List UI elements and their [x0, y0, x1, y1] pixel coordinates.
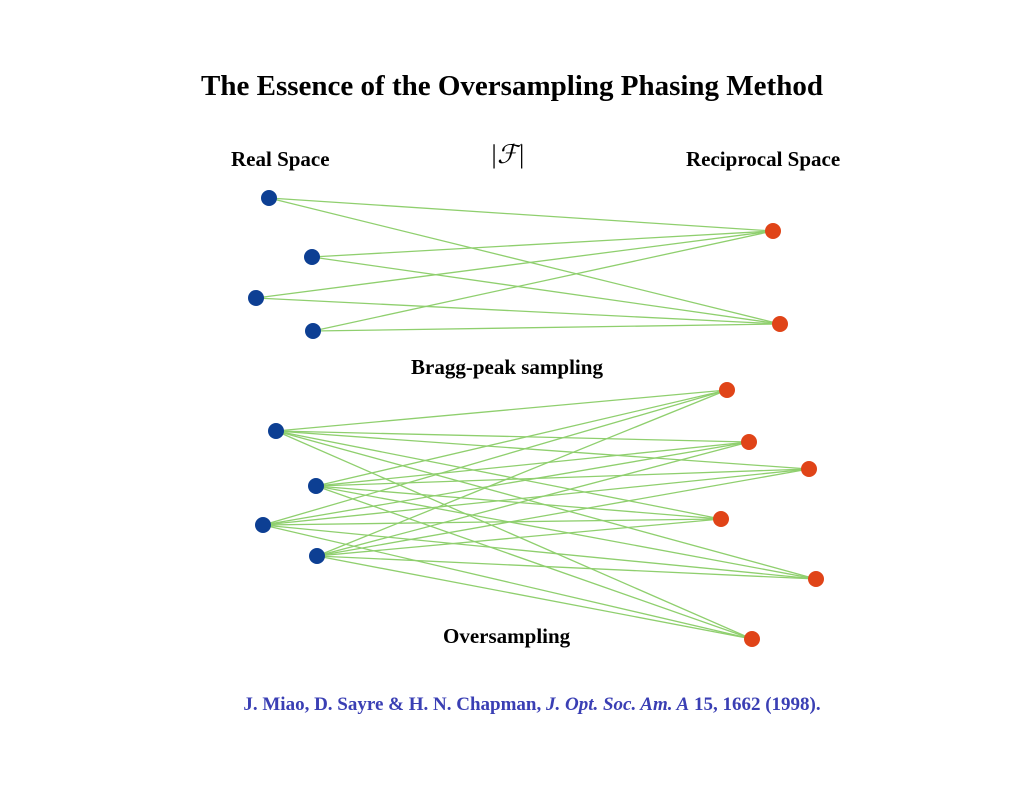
edge — [262, 518, 722, 526]
edge — [275, 430, 753, 640]
edge — [311, 230, 774, 258]
citation-details: 15, 1662 (1998). — [693, 694, 821, 715]
edge — [316, 389, 728, 557]
edge — [262, 468, 810, 526]
reciprocal-space-label: Reciprocal Space — [686, 147, 841, 171]
fourier-magnitude-symbol: |ℱ| — [490, 140, 525, 169]
reciprocal-space-node — [744, 631, 760, 647]
oversampling-diagram — [255, 382, 824, 647]
edge — [255, 230, 774, 299]
page-title: The Essence of the Oversampling Phasing … — [201, 70, 823, 102]
real-space-node — [255, 517, 271, 533]
reciprocal-space-node — [808, 571, 824, 587]
oversampling-label: Oversampling — [443, 624, 571, 648]
citation-authors: J. Miao, D. Sayre & H. N. Chapman, — [243, 694, 542, 715]
edge — [275, 430, 810, 470]
real-space-node — [268, 423, 284, 439]
bragg-peak-sampling-diagram — [248, 190, 788, 339]
edge — [312, 323, 781, 332]
edge — [315, 441, 750, 487]
real-space-node — [308, 478, 324, 494]
edge — [262, 441, 750, 526]
edge — [315, 485, 753, 640]
real-space-node — [261, 190, 277, 206]
edge — [315, 485, 817, 580]
edge — [262, 524, 817, 580]
edge — [316, 441, 750, 557]
bragg-peak-sampling-label: Bragg-peak sampling — [411, 355, 603, 379]
real-space-node — [304, 249, 320, 265]
edge — [275, 389, 728, 432]
real-space-node — [309, 548, 325, 564]
edge — [262, 389, 728, 526]
edge — [275, 430, 750, 443]
real-space-node — [305, 323, 321, 339]
edge — [255, 297, 781, 325]
edge — [311, 256, 781, 325]
reciprocal-space-node — [719, 382, 735, 398]
edge — [315, 389, 728, 487]
edge — [262, 524, 753, 640]
reciprocal-space-node — [772, 316, 788, 332]
edge — [315, 468, 810, 487]
real-space-node — [248, 290, 264, 306]
reciprocal-space-node — [801, 461, 817, 477]
edge — [316, 555, 753, 640]
reciprocal-space-node — [765, 223, 781, 239]
reciprocal-space-node — [741, 434, 757, 450]
edge — [316, 468, 810, 557]
reciprocal-space-node — [713, 511, 729, 527]
citation-journal: J. Opt. Soc. Am. A — [545, 694, 690, 715]
edge — [268, 197, 781, 325]
edge — [312, 230, 774, 332]
edge — [268, 197, 774, 232]
edge — [275, 430, 722, 520]
real-space-label: Real Space — [231, 147, 330, 171]
citation: J. Miao, D. Sayre & H. N. Chapman, J. Op… — [0, 694, 1024, 716]
edge — [316, 518, 722, 557]
edge — [316, 555, 817, 580]
